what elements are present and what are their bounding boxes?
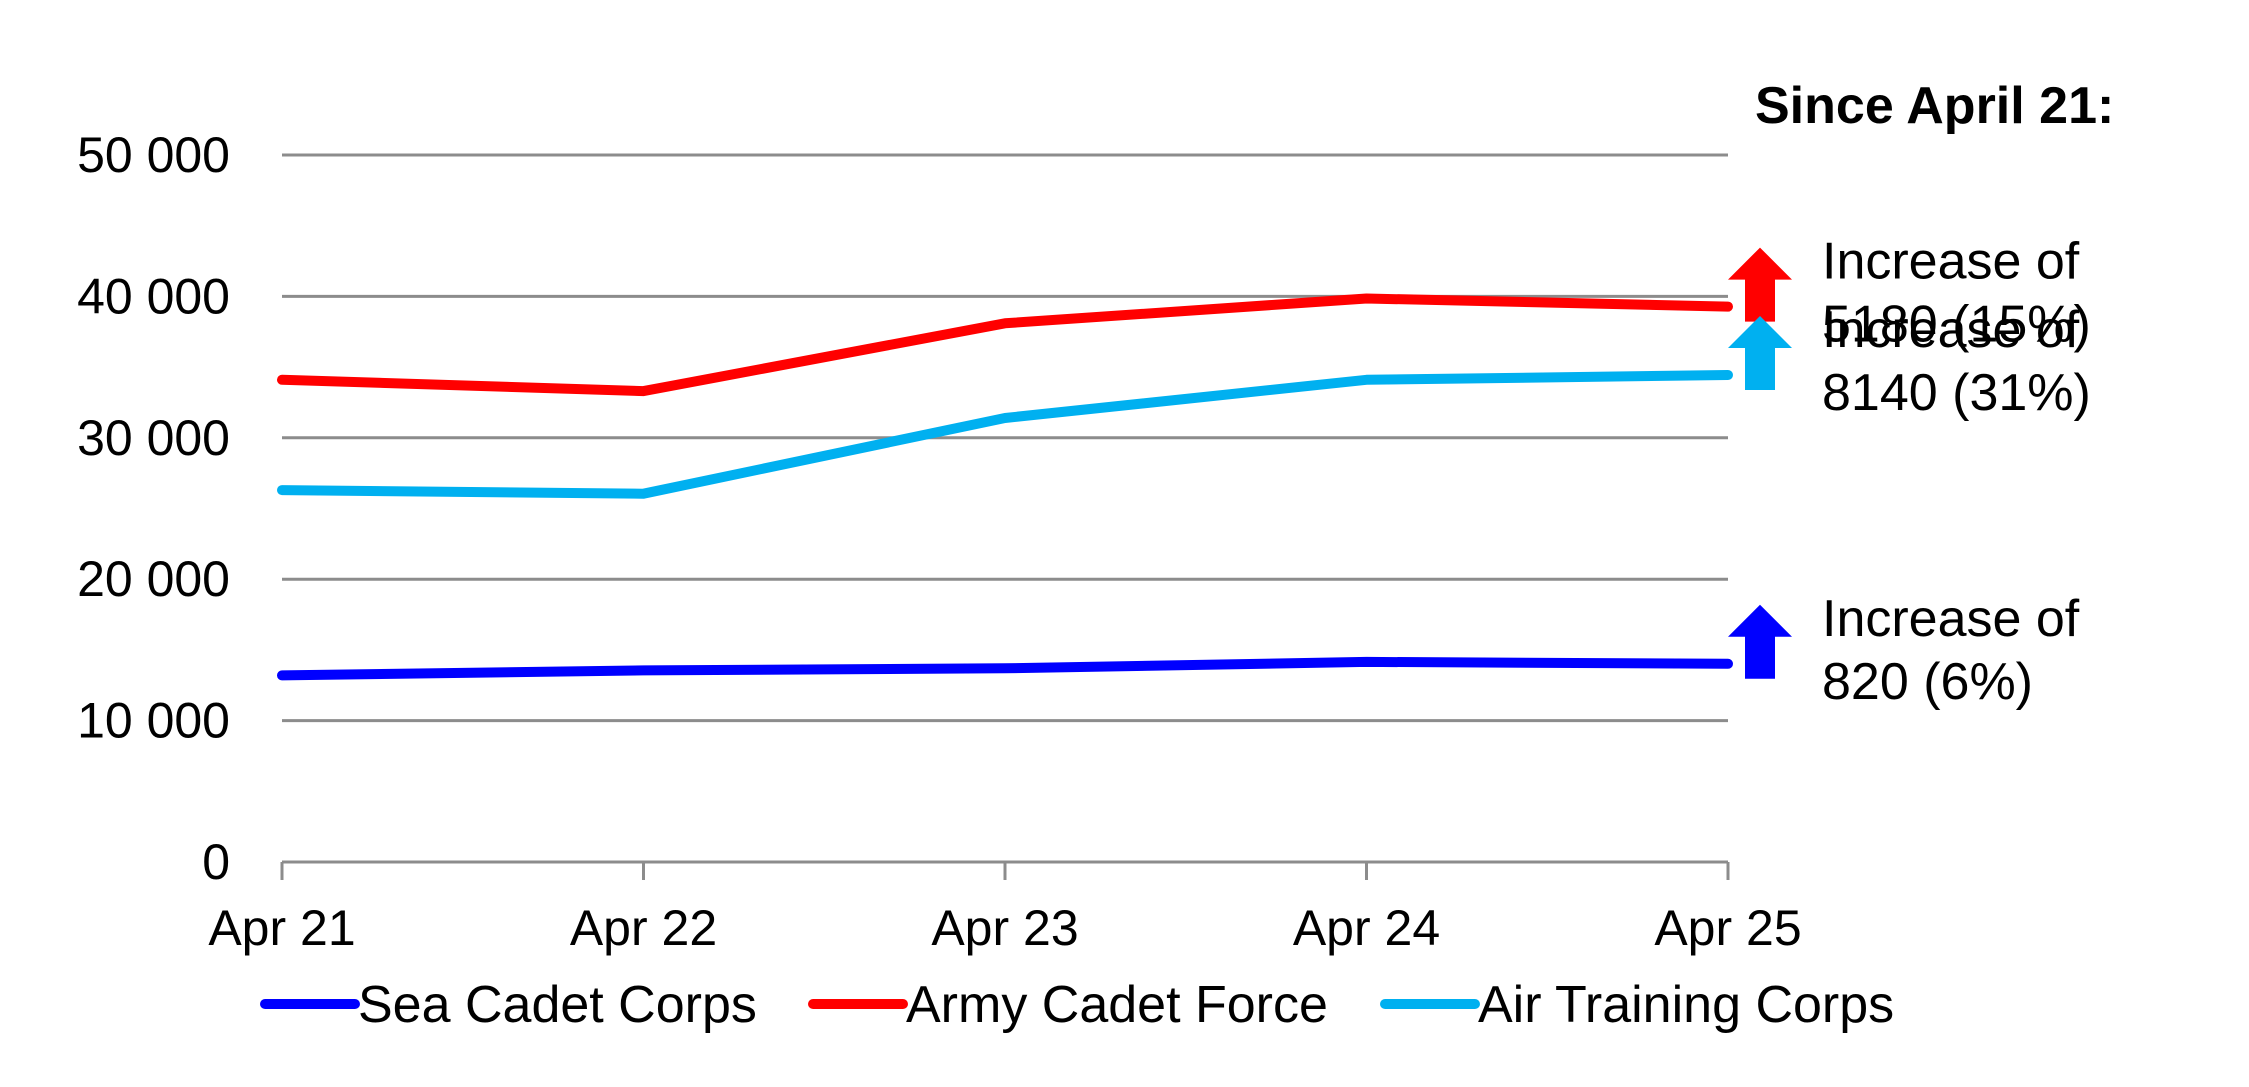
legend-item: Army Cadet Force bbox=[808, 976, 1328, 1034]
y-tick-label: 30 000 bbox=[77, 410, 230, 466]
y-tick-label: 0 bbox=[202, 834, 230, 890]
annotation-line2: 820 (6%) bbox=[1822, 653, 2033, 711]
x-axis bbox=[280, 860, 1730, 880]
gridlines bbox=[282, 153, 1728, 723]
x-tick-label: Apr 22 bbox=[570, 900, 717, 956]
y-tick-label: 40 000 bbox=[77, 268, 230, 324]
annotation-line1: Increase of bbox=[1822, 590, 2080, 648]
x-tick-label: Apr 21 bbox=[208, 900, 355, 956]
x-tick-label: Apr 23 bbox=[931, 900, 1078, 956]
y-tick-label: 20 000 bbox=[77, 551, 230, 607]
legend: Sea Cadet Corps Army Cadet Force Air Train… bbox=[260, 976, 1894, 1034]
annotation-line2: 5180 (15%) bbox=[1822, 296, 2091, 354]
legend-item: Air Training Corps bbox=[1380, 976, 1894, 1034]
legend-label: Air Training Corps bbox=[1478, 976, 1894, 1034]
series-line-army-cadet-force bbox=[277, 293, 1733, 397]
legend-item: Sea Cadet Corps bbox=[260, 976, 757, 1034]
y-axis-tick-labels: 0 10 000 20 000 30 000 40 000 50 000 bbox=[77, 127, 230, 890]
series-lines bbox=[277, 293, 1733, 681]
legend-label: Army Cadet Force bbox=[906, 976, 1328, 1034]
x-tick-label: Apr 24 bbox=[1293, 900, 1440, 956]
annotation-line1: Increase of bbox=[1822, 301, 2080, 359]
up-arrow-icon bbox=[1728, 316, 1792, 391]
y-tick-label: 50 000 bbox=[77, 127, 230, 183]
legend-label: Sea Cadet Corps bbox=[358, 976, 757, 1034]
series-line-sea-cadet-corps bbox=[277, 656, 1733, 681]
y-tick-label: 10 000 bbox=[77, 693, 230, 749]
x-tick-label: Apr 25 bbox=[1654, 900, 1801, 956]
annotation-title: Since April 21: bbox=[1755, 77, 2114, 135]
annotation-line2: 8140 (31%) bbox=[1822, 364, 2091, 422]
x-axis-tick-labels: Apr 21 Apr 22 Apr 23 Apr 24 Apr 25 bbox=[208, 900, 1801, 956]
up-arrow-icon bbox=[1728, 247, 1792, 322]
annotation-line1: Increase of bbox=[1822, 233, 2080, 291]
series-line-air-training-corps bbox=[277, 370, 1733, 499]
up-arrow-icon bbox=[1728, 604, 1792, 679]
